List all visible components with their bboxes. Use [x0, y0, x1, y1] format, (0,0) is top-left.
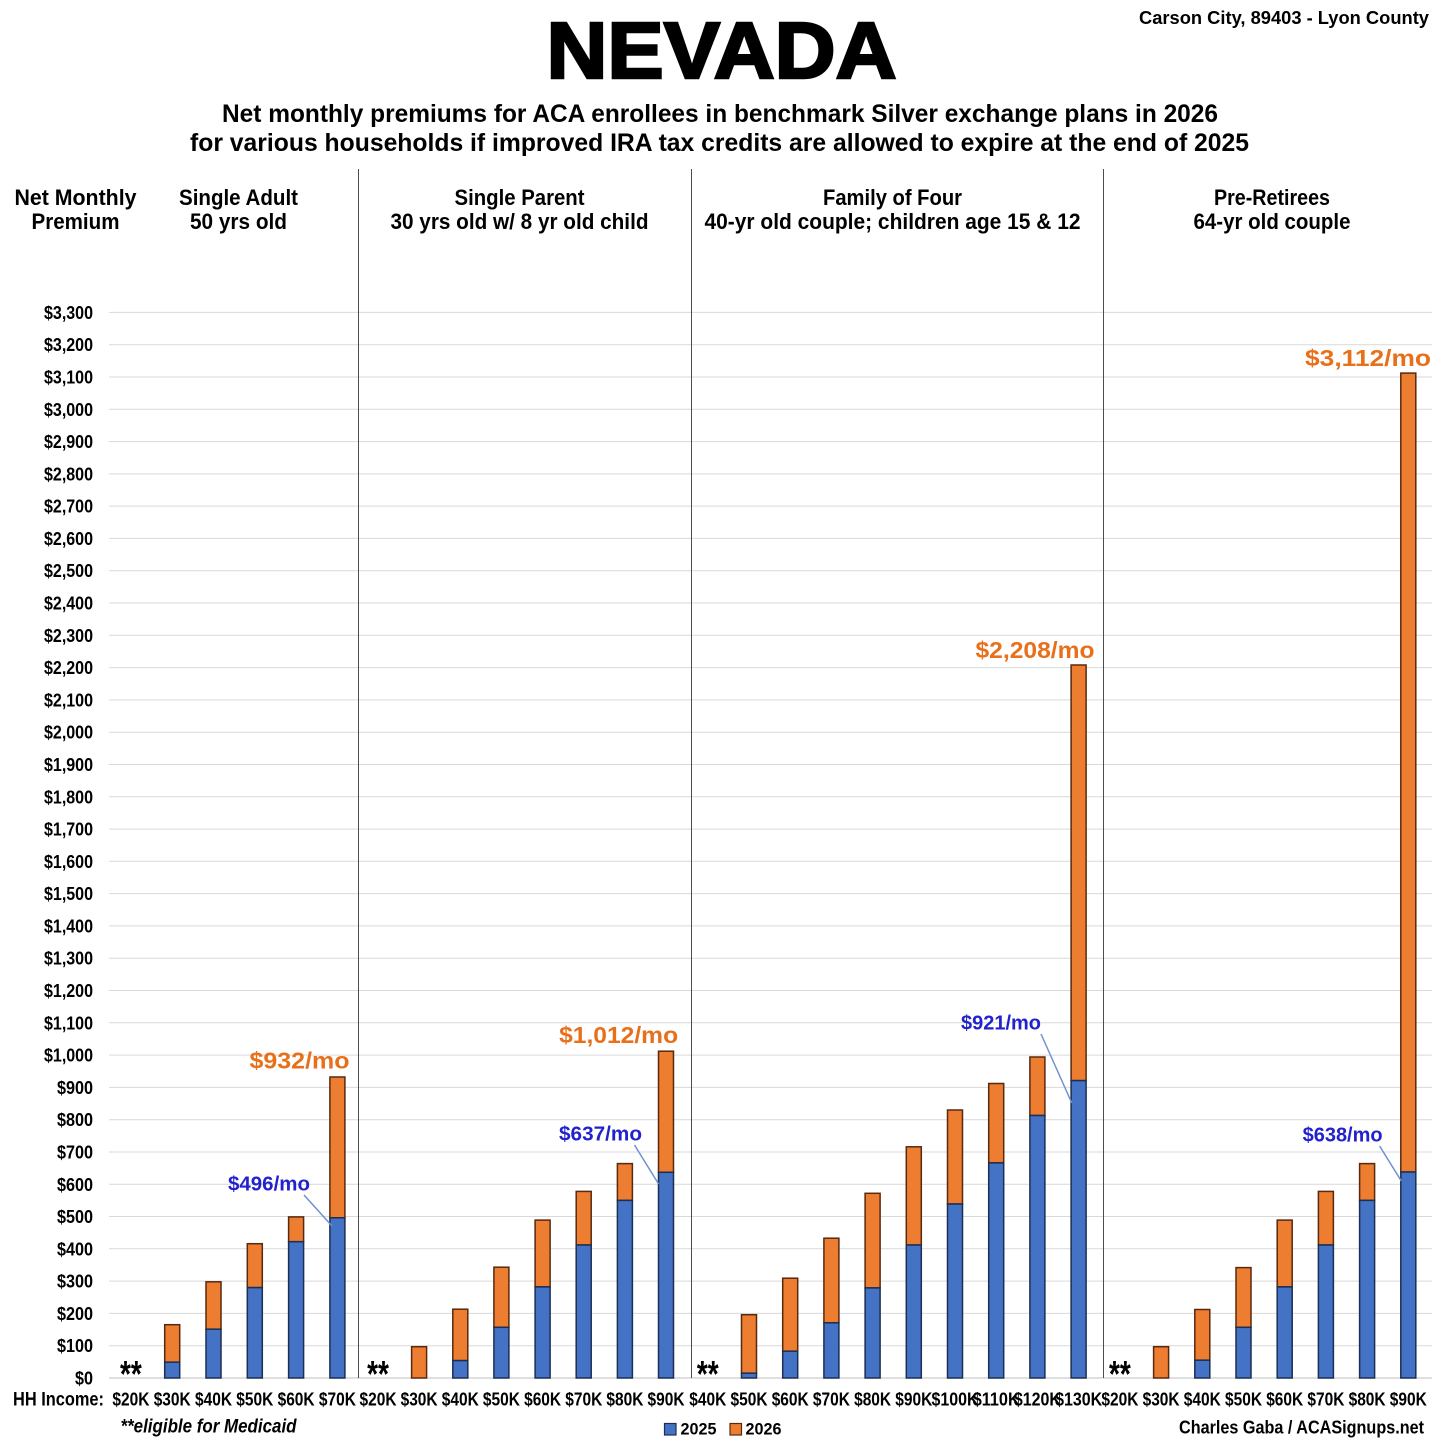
svg-text:$400: $400 — [57, 1239, 93, 1259]
svg-text:$1,600: $1,600 — [44, 852, 93, 872]
svg-text:$500: $500 — [57, 1207, 93, 1227]
svg-text:$100K: $100K — [932, 1389, 980, 1410]
svg-text:$3,300: $3,300 — [44, 303, 93, 323]
svg-text:$2,700: $2,700 — [44, 497, 93, 517]
svg-text:$60K: $60K — [278, 1389, 316, 1410]
svg-text:$70K: $70K — [565, 1389, 603, 1410]
svg-text:$100: $100 — [57, 1336, 93, 1356]
svg-text:$60K: $60K — [524, 1389, 562, 1410]
svg-text:$2,800: $2,800 — [44, 464, 93, 484]
svg-text:$60K: $60K — [772, 1389, 810, 1410]
svg-text:Charles Gaba / ACASignups.net: Charles Gaba / ACASignups.net — [1179, 1418, 1424, 1438]
svg-text:Carson City, 89403 - Lyon Coun: Carson City, 89403 - Lyon County — [1139, 7, 1430, 28]
svg-text:$1,300: $1,300 — [44, 949, 93, 969]
svg-text:$50K: $50K — [731, 1389, 769, 1410]
svg-text:$2,900: $2,900 — [44, 432, 93, 452]
svg-text:$1,900: $1,900 — [44, 755, 93, 775]
svg-text:$700: $700 — [57, 1143, 93, 1163]
svg-text:$50K: $50K — [483, 1389, 521, 1410]
svg-text:$2,000: $2,000 — [44, 723, 93, 743]
svg-text:Single Parent: Single Parent — [455, 185, 586, 210]
svg-text:$496/mo: $496/mo — [228, 1173, 310, 1196]
svg-text:**eligible for Medicaid: **eligible for Medicaid — [121, 1417, 297, 1438]
svg-text:$3,100: $3,100 — [44, 368, 93, 388]
svg-text:$1,012/mo: $1,012/mo — [559, 1022, 678, 1048]
svg-text:**: ** — [697, 1353, 719, 1395]
svg-text:$40K: $40K — [442, 1389, 480, 1410]
svg-text:Net monthly premiums for ACA e: Net monthly premiums for ACA enrollees i… — [222, 100, 1218, 128]
svg-text:$1,500: $1,500 — [44, 884, 93, 904]
svg-text:$50K: $50K — [236, 1389, 274, 1410]
svg-text:$40K: $40K — [1184, 1389, 1222, 1410]
svg-text:2025: 2025 — [681, 1421, 717, 1439]
svg-text:$2,400: $2,400 — [44, 594, 93, 614]
svg-text:Family of Four: Family of Four — [823, 185, 962, 210]
svg-text:$60K: $60K — [1266, 1389, 1304, 1410]
svg-text:$300: $300 — [57, 1272, 93, 1292]
svg-text:$2,100: $2,100 — [44, 690, 93, 710]
svg-text:Pre-Retirees: Pre-Retirees — [1214, 185, 1330, 210]
svg-text:$600: $600 — [57, 1175, 93, 1195]
svg-text:$40K: $40K — [195, 1389, 233, 1410]
svg-text:$90K: $90K — [895, 1389, 933, 1410]
svg-text:$20K: $20K — [1101, 1389, 1139, 1410]
svg-text:$200: $200 — [57, 1304, 93, 1324]
svg-text:50 yrs old: 50 yrs old — [190, 209, 287, 234]
svg-text:64-yr old couple: 64-yr old couple — [1194, 209, 1351, 234]
svg-text:$20K: $20K — [360, 1389, 398, 1410]
svg-text:$2,208/mo: $2,208/mo — [976, 637, 1095, 663]
svg-text:**: ** — [120, 1353, 142, 1395]
svg-text:$1,700: $1,700 — [44, 820, 93, 840]
svg-text:$80K: $80K — [1349, 1389, 1387, 1410]
svg-text:**: ** — [1109, 1353, 1131, 1395]
svg-text:$800: $800 — [57, 1110, 93, 1130]
svg-text:$2,600: $2,600 — [44, 529, 93, 549]
svg-text:$110K: $110K — [973, 1389, 1021, 1410]
svg-text:$1,100: $1,100 — [44, 1013, 93, 1033]
svg-text:$70K: $70K — [319, 1389, 357, 1410]
svg-text:$2,200: $2,200 — [44, 658, 93, 678]
svg-text:40-yr old couple; children age: 40-yr old couple; children age 15 & 12 — [705, 209, 1081, 234]
svg-text:$1,000: $1,000 — [44, 1046, 93, 1066]
svg-text:$80K: $80K — [854, 1389, 892, 1410]
svg-text:Premium: Premium — [32, 209, 120, 234]
svg-text:Single Adult: Single Adult — [179, 185, 299, 210]
svg-text:$3,200: $3,200 — [44, 335, 93, 355]
svg-text:HH Income:: HH Income: — [13, 1390, 104, 1411]
svg-text:$130K: $130K — [1055, 1389, 1103, 1410]
svg-text:$637/mo: $637/mo — [559, 1123, 642, 1146]
svg-text:$30K: $30K — [154, 1389, 192, 1410]
svg-text:$638/mo: $638/mo — [1303, 1124, 1383, 1147]
svg-text:$921/mo: $921/mo — [961, 1012, 1041, 1035]
svg-text:$50K: $50K — [1225, 1389, 1263, 1410]
svg-text:$2,300: $2,300 — [44, 626, 93, 646]
svg-text:$900: $900 — [57, 1078, 93, 1098]
svg-text:$0: $0 — [75, 1369, 93, 1389]
svg-text:$40K: $40K — [689, 1389, 727, 1410]
svg-text:for various households if impr: for various households if improved IRA t… — [190, 129, 1249, 157]
svg-text:$30K: $30K — [1143, 1389, 1181, 1410]
svg-text:2026: 2026 — [746, 1421, 782, 1439]
svg-text:Net Monthly: Net Monthly — [15, 185, 138, 210]
svg-text:30 yrs old w/ 8 yr old child: 30 yrs old w/ 8 yr old child — [391, 209, 649, 234]
svg-text:$70K: $70K — [1307, 1389, 1345, 1410]
svg-text:$1,200: $1,200 — [44, 981, 93, 1001]
svg-text:$2,500: $2,500 — [44, 561, 93, 581]
svg-text:$120K: $120K — [1014, 1389, 1062, 1410]
svg-text:**: ** — [367, 1353, 389, 1395]
svg-text:$30K: $30K — [401, 1389, 439, 1410]
svg-text:$90K: $90K — [648, 1389, 686, 1410]
svg-text:$3,000: $3,000 — [44, 400, 93, 420]
svg-text:$932/mo: $932/mo — [250, 1048, 350, 1074]
svg-text:$1,400: $1,400 — [44, 916, 93, 936]
svg-text:$3,112/mo: $3,112/mo — [1305, 345, 1431, 371]
svg-text:NEVADA: NEVADA — [547, 6, 897, 95]
svg-text:$1,800: $1,800 — [44, 787, 93, 807]
svg-text:$90K: $90K — [1390, 1389, 1428, 1410]
svg-text:$20K: $20K — [112, 1389, 150, 1410]
svg-text:$70K: $70K — [813, 1389, 851, 1410]
svg-text:$80K: $80K — [606, 1389, 644, 1410]
